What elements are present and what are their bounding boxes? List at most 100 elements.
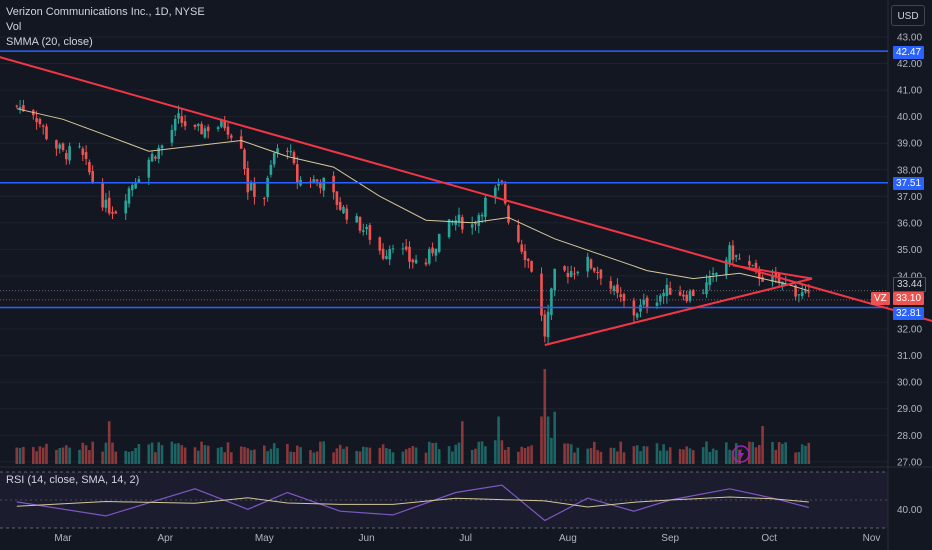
- candle-body: [474, 223, 477, 225]
- candle-body: [771, 275, 774, 282]
- candle-body: [701, 292, 705, 294]
- volume-bar: [243, 446, 246, 464]
- candle-body: [170, 129, 174, 143]
- candle-body: [599, 269, 603, 279]
- volume-bar: [411, 446, 415, 464]
- candle-body: [708, 276, 712, 285]
- candle-body: [497, 183, 500, 186]
- candle-body: [411, 259, 415, 263]
- candle-body: [480, 214, 484, 217]
- candle-body: [55, 140, 58, 149]
- volume-bar: [239, 446, 243, 464]
- volume-bar: [68, 447, 71, 464]
- price-tick-label: 27.00: [897, 457, 922, 468]
- candle-body: [550, 288, 553, 315]
- candle-body: [239, 136, 243, 149]
- candle-body: [454, 220, 457, 225]
- smma-label: SMMA (20, close): [6, 36, 93, 48]
- candle-body: [754, 262, 758, 268]
- volume-bar: [286, 444, 289, 464]
- volume-bar: [134, 448, 137, 464]
- volume-bar: [668, 447, 672, 464]
- candle-body: [335, 191, 339, 205]
- candle-body: [388, 249, 391, 260]
- volume-bar: [540, 416, 543, 464]
- volume-bar: [424, 452, 428, 464]
- volume-bar: [206, 445, 210, 464]
- candle-body: [177, 113, 180, 119]
- candle-body: [68, 146, 71, 161]
- volume-bar: [292, 452, 296, 464]
- volume-bar: [774, 449, 778, 464]
- volume-bar: [319, 441, 322, 464]
- volume-bar: [104, 442, 108, 464]
- candle-body: [203, 128, 207, 138]
- volume-bar: [263, 445, 266, 464]
- volume-bar: [101, 451, 104, 464]
- volume-bar: [355, 450, 358, 464]
- volume-bar: [586, 448, 589, 464]
- candle-body: [668, 287, 672, 295]
- volume-bar: [200, 441, 203, 464]
- volume-bar: [447, 446, 451, 464]
- volume-bar: [342, 448, 345, 464]
- volume-bar: [622, 452, 626, 464]
- candle-body: [408, 246, 411, 262]
- volume-bar: [65, 445, 68, 464]
- smma-line: [16, 108, 809, 292]
- symbol-tag: VZ: [871, 292, 890, 305]
- volume-bar: [312, 452, 316, 464]
- volume-bar: [474, 448, 477, 464]
- candle-body: [678, 291, 682, 296]
- volume-bar: [451, 451, 454, 464]
- trendline: [732, 264, 813, 280]
- volume-bar: [246, 448, 250, 464]
- price-tick-label: 40.00: [897, 112, 922, 123]
- volume-bar: [688, 448, 692, 464]
- volume-bar: [497, 416, 500, 464]
- candle-body: [655, 302, 659, 306]
- candle-body: [431, 247, 434, 254]
- volume-bar: [309, 450, 312, 464]
- candle-body: [35, 118, 38, 123]
- volume-bar: [84, 445, 88, 464]
- time-tick-label: May: [255, 533, 274, 544]
- candle-body: [358, 217, 362, 231]
- rsi-label: RSI (14, close, SMA, 14, 2): [6, 474, 140, 486]
- candle-body: [401, 248, 405, 250]
- volume-bar: [296, 445, 299, 464]
- volume-bar: [358, 451, 362, 464]
- candle-body: [368, 225, 372, 240]
- currency-button[interactable]: USD: [891, 5, 925, 26]
- volume-bar: [692, 450, 695, 464]
- volume-bar: [322, 441, 325, 464]
- candle-body: [104, 199, 108, 208]
- horizontal-lines[interactable]: [0, 50, 888, 309]
- volume-bar: [682, 449, 685, 464]
- volume-bar: [566, 443, 570, 464]
- candle-body: [725, 259, 728, 275]
- candle-body: [751, 265, 754, 267]
- volume-bar: [639, 451, 642, 464]
- volume-bar: [546, 416, 550, 464]
- time-tick-label: Apr: [158, 533, 174, 544]
- candle-body: [635, 313, 639, 318]
- candle-body: [315, 179, 319, 182]
- candle-body: [296, 164, 299, 183]
- candle-body: [593, 267, 596, 272]
- candle-body: [78, 146, 81, 148]
- volume-bar: [216, 447, 220, 464]
- volume-bar: [563, 443, 566, 464]
- time-axis[interactable]: Mar Apr May Jun Jul Aug Sep Oct Nov: [54, 533, 880, 544]
- candle-body: [200, 123, 203, 135]
- volume-bar: [428, 441, 431, 464]
- volume-bar: [616, 451, 619, 464]
- candle-body: [774, 273, 778, 278]
- price-axis[interactable]: 43.00 42.00 41.00 40.00 39.00 38.00 37.00 36.00…: [897, 33, 922, 516]
- price-tick-label: 31.00: [897, 351, 922, 362]
- volume-bar: [761, 426, 764, 464]
- volume-bar: [728, 449, 731, 464]
- volume-lightning-icon[interactable]: [732, 445, 750, 463]
- trendlines[interactable]: [0, 42, 932, 346]
